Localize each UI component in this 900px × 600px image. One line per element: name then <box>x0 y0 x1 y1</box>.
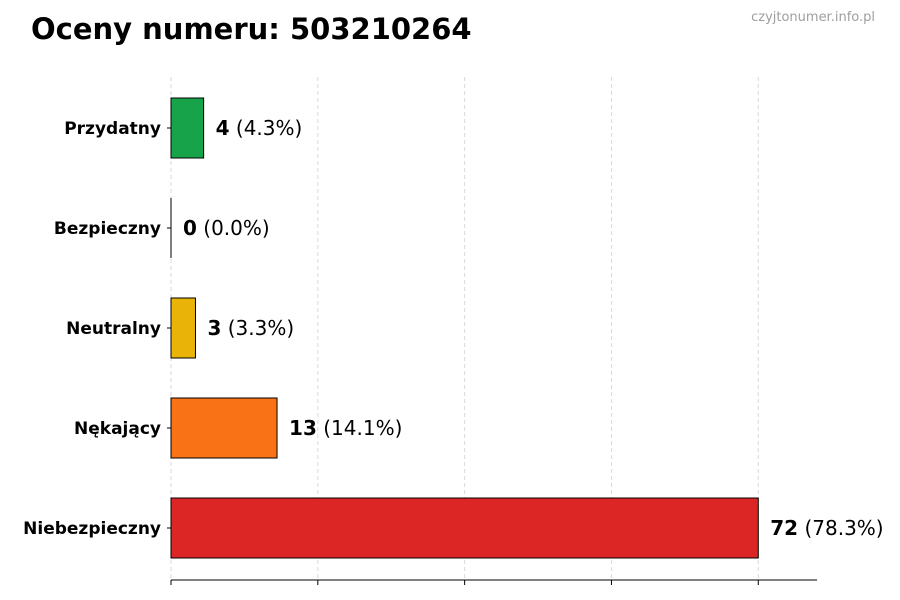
value-count: 72 <box>770 516 798 540</box>
value-label: 0 (0.0%) <box>183 216 270 240</box>
value-label: 72 (78.3%) <box>770 516 883 540</box>
value-percent: (0.0%) <box>197 216 270 240</box>
chart-title: Oceny numeru: 503210264 <box>31 12 472 46</box>
value-count: 0 <box>183 216 197 240</box>
value-percent: (14.1%) <box>317 416 403 440</box>
value-label: 13 (14.1%) <box>289 416 402 440</box>
value-percent: (3.3%) <box>221 316 294 340</box>
value-percent: (4.3%) <box>230 116 303 140</box>
bar-neutralny <box>170 297 196 359</box>
bar-niebezpieczny <box>170 497 759 559</box>
bar-nękający <box>170 397 278 459</box>
value-label: 4 (4.3%) <box>216 116 303 140</box>
bar-przydatny <box>170 97 205 159</box>
site-watermark: czyjtonumer.info.pl <box>751 10 875 25</box>
value-count: 13 <box>289 416 317 440</box>
value-percent: (78.3%) <box>798 516 884 540</box>
value-count: 3 <box>207 316 221 340</box>
value-count: 4 <box>216 116 230 140</box>
category-label: Niebezpieczny <box>23 519 161 539</box>
category-label: Bezpieczny <box>54 219 161 239</box>
value-label: 3 (3.3%) <box>207 316 294 340</box>
category-label: Przydatny <box>64 119 161 139</box>
category-label: Neutralny <box>66 319 161 339</box>
category-label: Nękający <box>74 419 161 439</box>
